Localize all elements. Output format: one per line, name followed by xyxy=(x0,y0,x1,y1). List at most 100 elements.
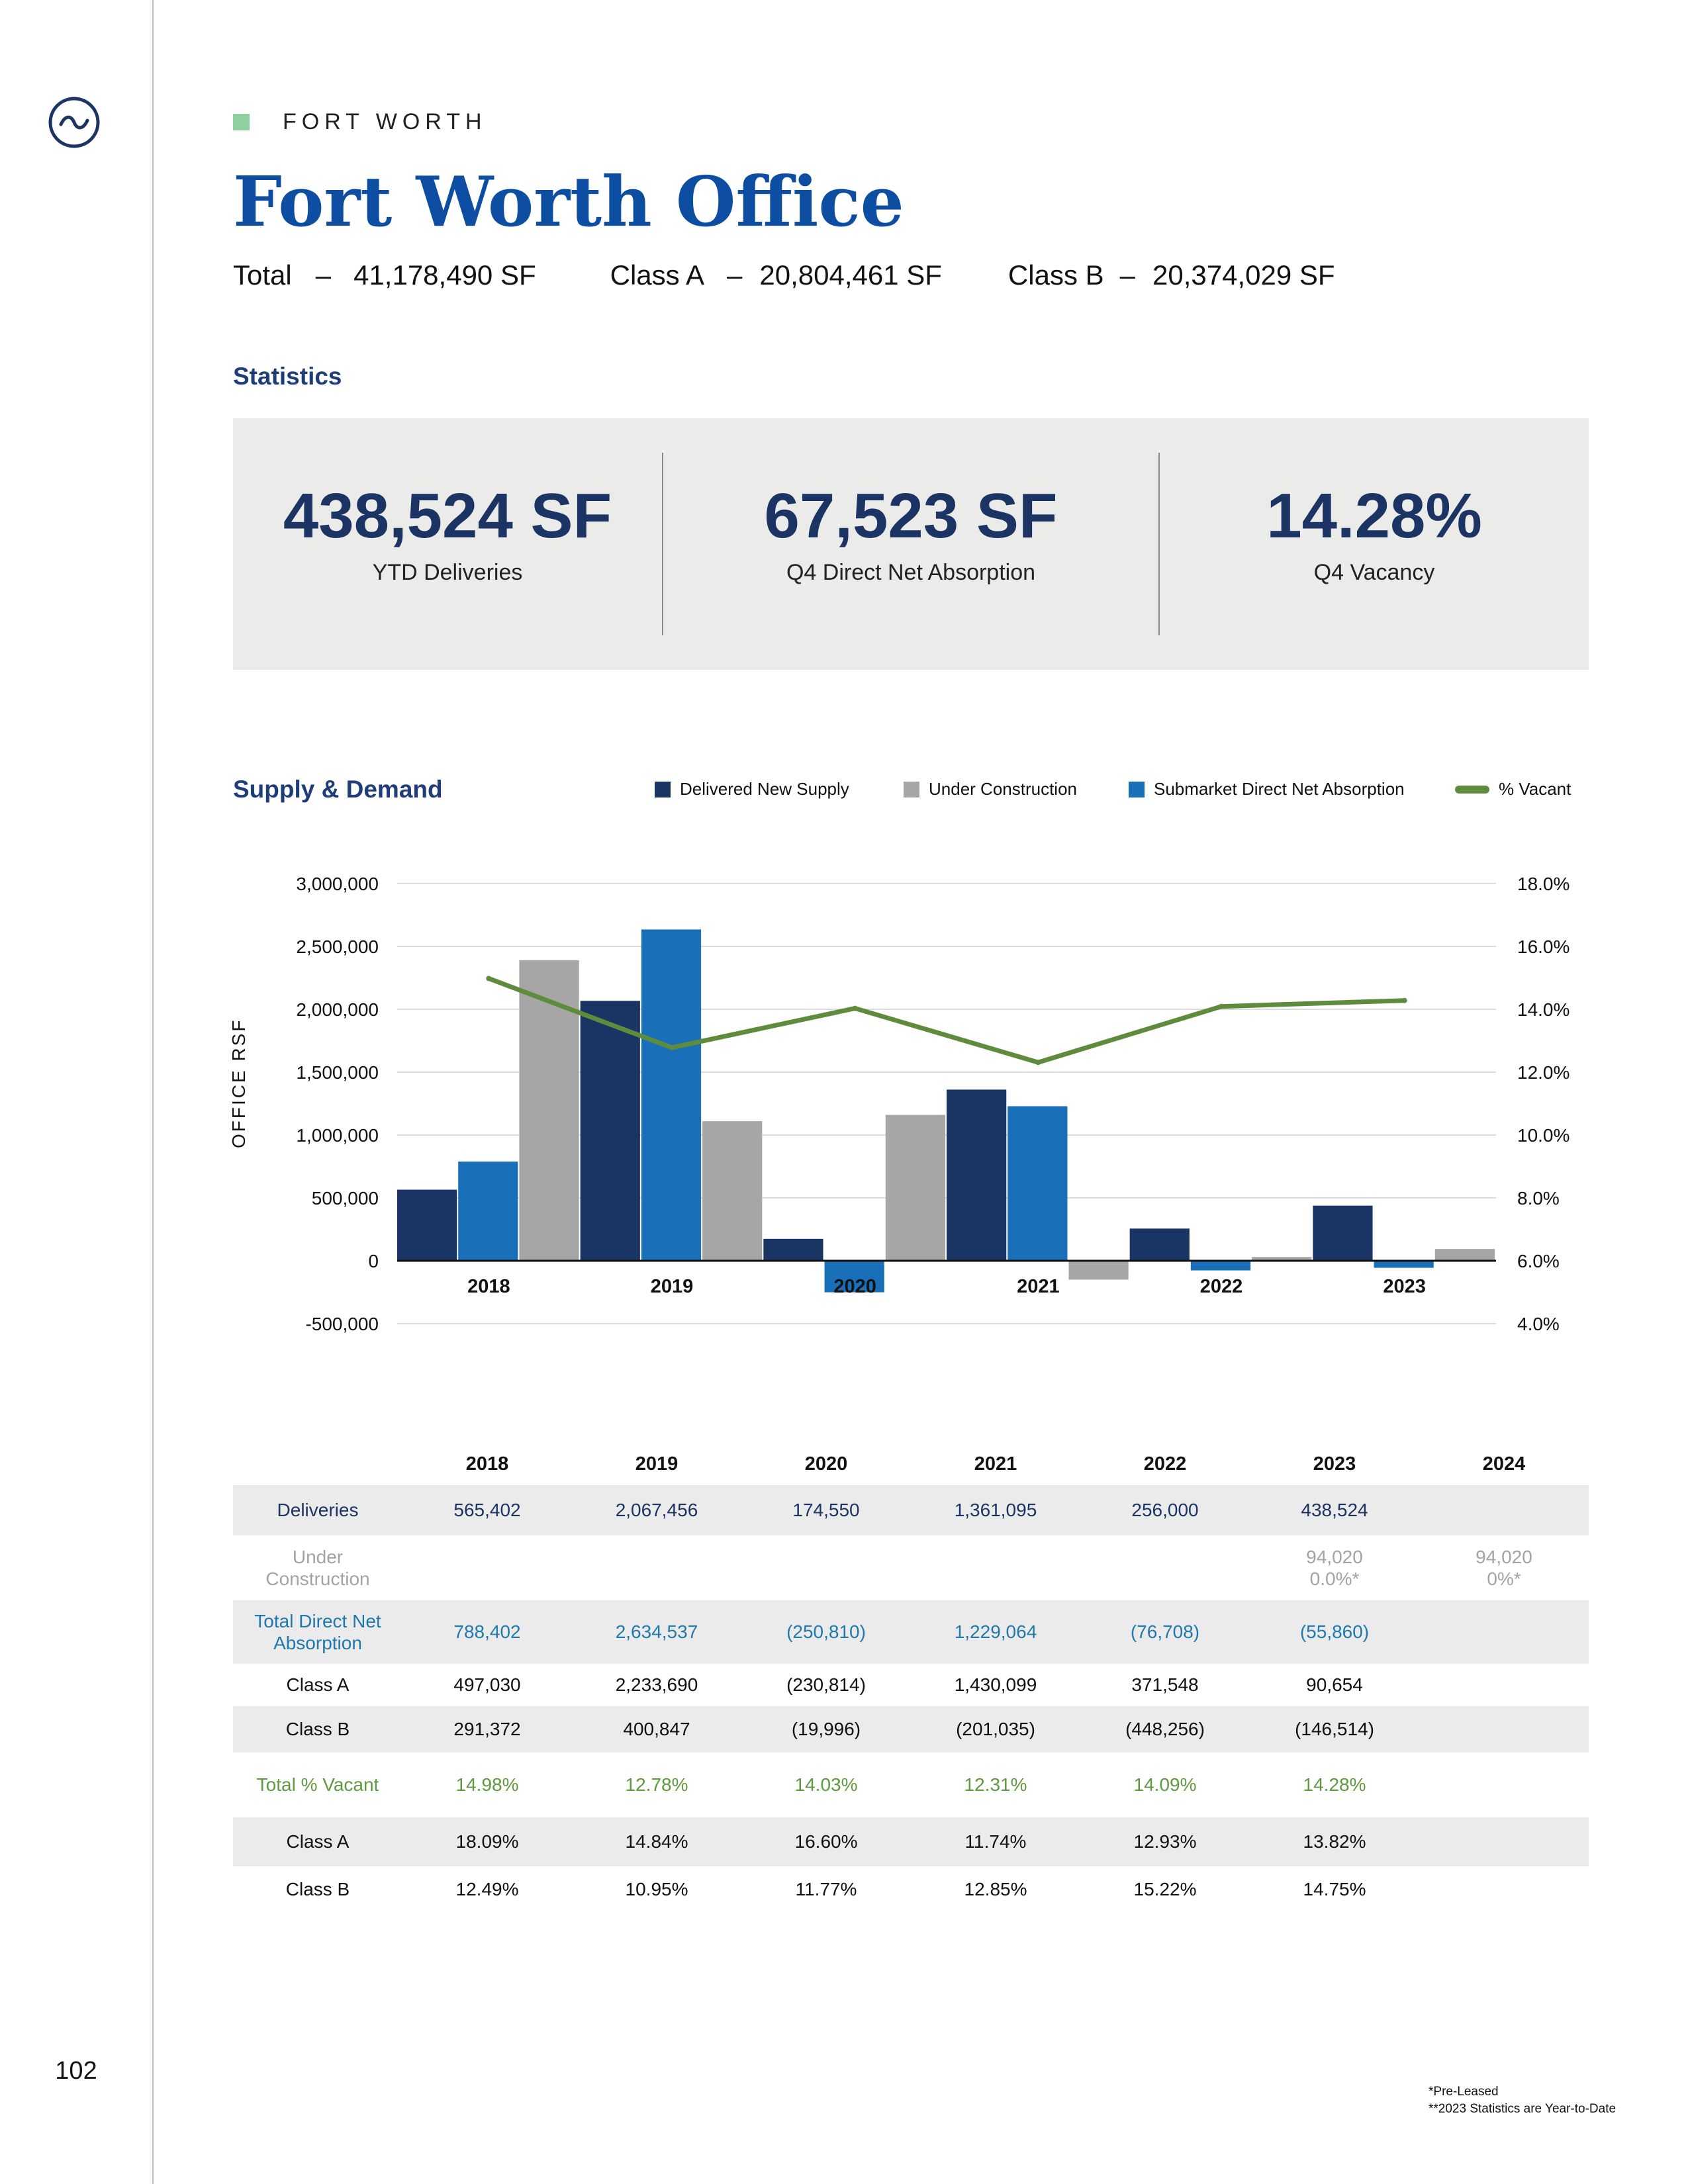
table-cell: 94,020 0.0%* xyxy=(1306,1546,1363,1589)
bar-delivered xyxy=(1129,1228,1190,1261)
stat-net-absorption: 67,523 SF Q4 Direct Net Absorption xyxy=(663,418,1158,670)
vacancy-point xyxy=(486,976,492,981)
bar-absorption xyxy=(824,1261,884,1293)
y-tick-label: 3,000,000 xyxy=(296,874,379,894)
bar-delivered xyxy=(580,1001,640,1261)
table-header-year: 2021 xyxy=(974,1453,1017,1475)
legend-label: Under Construction xyxy=(929,779,1077,799)
stat-value: 67,523 SF xyxy=(764,480,1058,551)
table-header-empty xyxy=(233,1443,402,1485)
y2-tick-label: 16.0% xyxy=(1517,936,1570,957)
supply-demand-chart: 3,000,000 18.0% 2,500,000 16.0% 2,000,000 14.… xyxy=(296,874,1570,1334)
x-tick-label: 2021 xyxy=(1017,1276,1060,1297)
stat-value: 438,524 SF xyxy=(283,480,612,551)
table-cell xyxy=(1080,1535,1250,1600)
table-cell: 14.84% xyxy=(572,1817,741,1866)
class-a-value: 20,804,461 SF xyxy=(759,259,942,291)
y2-tick-label: 4.0% xyxy=(1517,1314,1560,1334)
table-row-label: Total % Vacant xyxy=(256,1774,379,1796)
table-cell: (201,035) xyxy=(911,1706,1080,1752)
table-cell xyxy=(741,1535,911,1600)
table-cell: (55,860) xyxy=(1250,1600,1419,1664)
legend-absorption: Submarket Direct Net Absorption xyxy=(1129,779,1405,799)
table-cell: 1,229,064 xyxy=(911,1600,1080,1664)
table-cell: 14.09% xyxy=(1133,1774,1197,1796)
vacancy-point xyxy=(1219,1003,1224,1009)
supply-demand-heading: Supply & Demand xyxy=(233,776,443,803)
table-cell xyxy=(1419,1485,1589,1535)
inventory-summary: Total –41,178,490 SF Class A –20,804,461 SF… xyxy=(233,259,1335,291)
bar-delivered xyxy=(763,1238,823,1261)
class-b-dash: – xyxy=(1119,259,1135,291)
legend-swatch-absorption xyxy=(1129,781,1145,797)
legend-label: Submarket Direct Net Absorption xyxy=(1154,779,1405,799)
statistics-heading: Statistics xyxy=(233,363,342,390)
table-row-under-construction: Under Construction 94,020 0.0%* 94,020 0%* xyxy=(233,1535,1589,1600)
table-header-year: 2019 xyxy=(635,1453,679,1475)
table-cell: 2,634,537 xyxy=(572,1600,741,1664)
table-cell: (230,814) xyxy=(786,1674,866,1696)
table-header-year: 2020 xyxy=(804,1453,848,1475)
table-cell xyxy=(1419,1706,1589,1752)
bar-under-construction xyxy=(885,1115,945,1261)
table-cell: 438,524 xyxy=(1250,1485,1419,1535)
chart-legend: Delivered New Supply Under Construction … xyxy=(652,779,1592,805)
table-cell xyxy=(1419,1752,1589,1817)
stat-ytd-deliveries: 438,524 SF YTD Deliveries xyxy=(233,418,662,670)
table-row-label: Class A xyxy=(233,1817,402,1866)
table-cell: (448,256) xyxy=(1080,1706,1250,1752)
table-row-deliveries: Deliveries 565,402 2,067,456 174,550 1,361,0… xyxy=(233,1485,1589,1535)
y2-tick-label: 18.0% xyxy=(1517,874,1570,894)
table-row-total-absorption: Total Direct Net Absorption 788,402 2,634,… xyxy=(233,1600,1589,1664)
table-cell: 497,030 xyxy=(453,1674,521,1696)
table-row-vacant-class-a: Class A 18.09% 14.84% 16.60% 11.74% 12.93% 13.… xyxy=(233,1817,1589,1866)
vacancy-point xyxy=(669,1044,675,1050)
footnote-ytd: **2023 Statistics are Year-to-Date xyxy=(1429,2101,1617,2116)
legend-swatch-under-construction xyxy=(904,781,919,797)
eyebrow-square-icon xyxy=(233,114,250,130)
eyebrow-label: FORT WORTH xyxy=(283,109,487,134)
legend-label: Delivered New Supply xyxy=(680,779,849,799)
y-tick-label: 0 xyxy=(368,1251,379,1271)
table-cell xyxy=(1419,1866,1589,1913)
vacancy-point xyxy=(852,1005,858,1011)
table-cell: 14.28% xyxy=(1303,1774,1366,1796)
table-cell: 12.93% xyxy=(1080,1817,1250,1866)
bar-delivered xyxy=(947,1089,1007,1261)
table-cell: 18.09% xyxy=(402,1817,572,1866)
legend-swatch-vacant xyxy=(1455,785,1489,794)
stat-label: Q4 Direct Net Absorption xyxy=(786,560,1036,585)
table-row-label: Under Construction xyxy=(265,1546,370,1589)
table-cell: 12.78% xyxy=(625,1774,688,1796)
table-cell: 565,402 xyxy=(402,1485,572,1535)
bar-absorption xyxy=(458,1161,518,1261)
y-tick-label: 2,500,000 xyxy=(296,936,379,957)
legend-swatch-delivered xyxy=(655,781,671,797)
bar-under-construction xyxy=(1252,1257,1312,1261)
y-tick-label: 1,000,000 xyxy=(296,1125,379,1146)
table-cell: 2,233,690 xyxy=(615,1674,698,1696)
table-cell xyxy=(402,1535,572,1600)
table-cell xyxy=(1419,1664,1589,1706)
table-header-year: 2018 xyxy=(465,1453,509,1475)
class-a-label: Class A xyxy=(610,259,705,291)
legend-delivered: Delivered New Supply xyxy=(655,779,849,799)
legend-label: % Vacant xyxy=(1499,779,1571,799)
vacancy-point xyxy=(1035,1060,1041,1066)
table-cell: 2,067,456 xyxy=(572,1485,741,1535)
statistics-table: 2018 2019 2020 2021 2022 2023 2024 Deliv… xyxy=(233,1443,1589,1913)
bar-under-construction xyxy=(702,1121,763,1261)
legend-vacant: % Vacant xyxy=(1455,779,1571,799)
table-cell: 13.82% xyxy=(1250,1817,1419,1866)
statistics-panel: 438,524 SF YTD Deliveries 67,523 SF Q4 D… xyxy=(233,418,1589,670)
y-tick-label: -500,000 xyxy=(305,1314,379,1334)
table-cell: 11.77% xyxy=(795,1879,857,1900)
table-row-absorption-class-a: Class A 497,030 2,233,690 (230,814) 1,430,09… xyxy=(233,1664,1589,1706)
bar-absorption xyxy=(1008,1106,1068,1261)
wave-logo-icon xyxy=(48,97,100,148)
total-label: Total xyxy=(233,259,292,291)
table-row-vacant-class-b: Class B 12.49% 10.95% 11.77% 12.85% 15.22% 14.… xyxy=(233,1866,1589,1913)
page-title: Fort Worth Office xyxy=(233,161,904,242)
table-row-label: Class B xyxy=(285,1879,350,1900)
bar-under-construction xyxy=(1068,1261,1129,1280)
